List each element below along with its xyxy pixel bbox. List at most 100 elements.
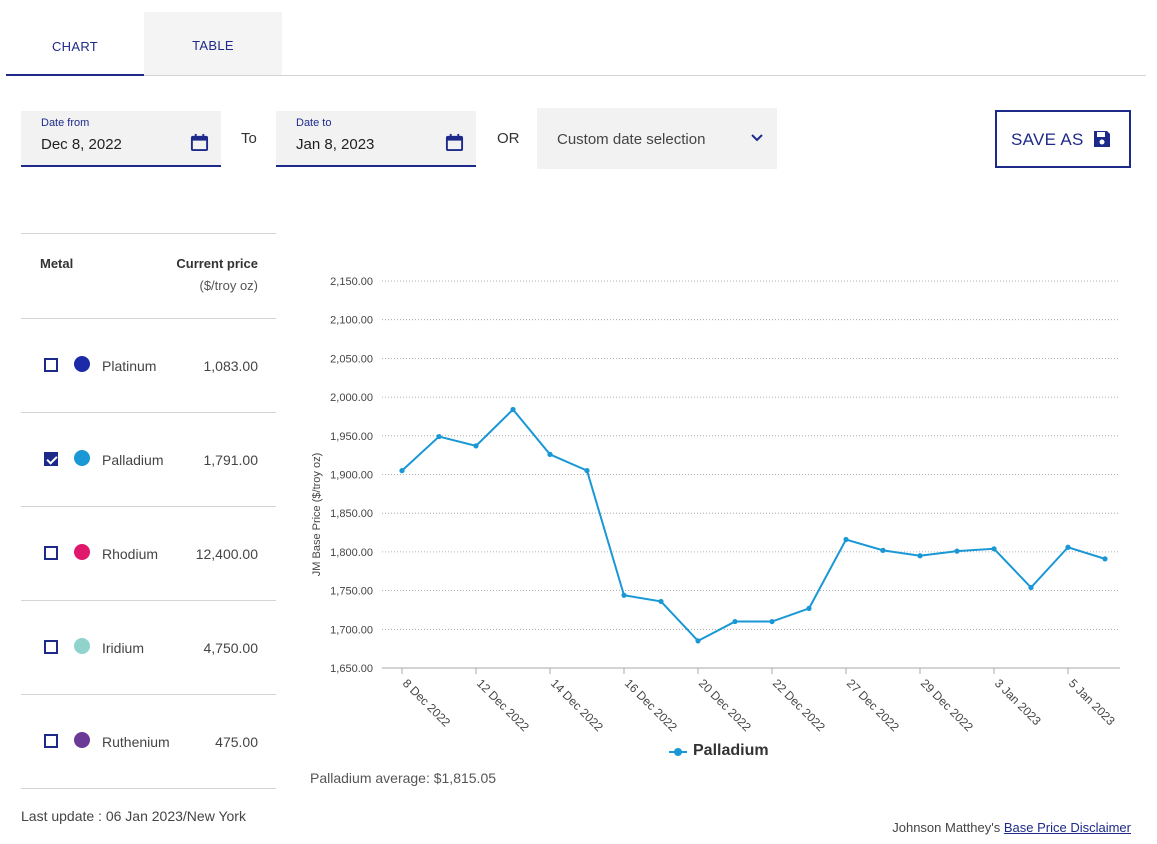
disclaimer: Johnson Matthey's Base Price Disclaimer [892, 820, 1131, 835]
calendar-icon[interactable] [190, 133, 209, 152]
x-tick-label: 3 Jan 2023 [992, 676, 1044, 728]
disclaimer-prefix: Johnson Matthey's [892, 820, 1004, 835]
data-point [436, 433, 442, 440]
data-point [1028, 584, 1034, 591]
date-from-label: Date from [41, 117, 90, 129]
metal-row-platinum[interactable]: Platinum 1,083.00 [21, 319, 276, 413]
data-point [510, 406, 516, 413]
data-point [473, 443, 479, 449]
y-axis-label: JM Base Price ($/troy oz) [311, 453, 323, 576]
data-point [954, 548, 960, 554]
metal-name: Rhodium [102, 546, 159, 562]
save-as-label: SAVE AS [1011, 130, 1084, 149]
legend-dot-marker [674, 748, 682, 756]
metals-table: Metal Current price ($/troy oz) Platinum… [21, 233, 276, 789]
price-unit-label: ($/troy oz) [199, 278, 258, 293]
date-to-label: Date to [296, 117, 332, 129]
metal-column-header: Metal [40, 256, 74, 271]
data-point [621, 592, 627, 598]
y-tick-label: 1,800.00 [330, 547, 373, 559]
calendar-icon[interactable] [445, 133, 464, 152]
metal-color-dot [74, 638, 90, 654]
y-tick-label: 1,700.00 [330, 624, 373, 636]
series-line-palladium [401, 408, 1106, 643]
data-point [1065, 544, 1071, 550]
y-tick-label: 1,950.00 [330, 431, 373, 443]
legend-label: Palladium [693, 742, 769, 759]
data-point [658, 598, 664, 605]
save-as-button[interactable]: SAVE AS [995, 110, 1131, 168]
x-tick-label: 5 Jan 2023 [1066, 676, 1118, 728]
metal-price: 475.00 [215, 734, 258, 750]
metal-checkbox[interactable] [44, 734, 58, 748]
x-tick-label: 16 Dec 2022 [622, 676, 680, 734]
x-tick-label: 22 Dec 2022 [770, 676, 828, 734]
metal-price: 1,791.00 [203, 452, 259, 468]
x-tick-label: 20 Dec 2022 [696, 676, 754, 734]
metal-row-palladium[interactable]: Palladium 1,791.00 [21, 413, 276, 507]
custom-date-select-value: Custom date selection [557, 131, 706, 148]
date-to-value[interactable]: Jan 8, 2023 [296, 136, 375, 153]
metal-row-iridium[interactable]: Iridium 4,750.00 [21, 601, 276, 695]
metal-name: Platinum [102, 358, 157, 374]
tab-bar: CHART TABLE [6, 12, 1146, 76]
y-tick-label: 1,850.00 [330, 508, 373, 520]
y-tick-label: 1,750.00 [330, 586, 373, 598]
price-column-header: Current price [176, 256, 258, 271]
data-point [769, 618, 775, 625]
metal-color-dot [74, 544, 90, 560]
x-tick-label: 29 Dec 2022 [918, 676, 976, 734]
metal-name: Iridium [102, 640, 145, 656]
metal-name: Ruthenium [102, 734, 170, 750]
data-point [843, 536, 849, 543]
metal-row-rhodium[interactable]: Rhodium 12,400.00 [21, 507, 276, 601]
data-point [1102, 556, 1108, 562]
disclaimer-link[interactable]: Base Price Disclaimer [1003, 820, 1131, 835]
metals-table-header: Metal Current price ($/troy oz) [21, 233, 276, 319]
y-tick-label: 2,050.00 [330, 353, 373, 365]
metal-color-dot [74, 356, 90, 372]
tab-chart[interactable]: CHART [6, 12, 144, 76]
date-from-field[interactable]: Date from Dec 8, 2022 [21, 111, 221, 167]
tab-table[interactable]: TABLE [144, 12, 282, 75]
data-point [584, 468, 590, 474]
metal-price: 12,400.00 [195, 546, 258, 562]
or-label: OR [497, 130, 520, 147]
y-tick-label: 2,100.00 [330, 315, 373, 327]
last-update-text: Last update : 06 Jan 2023/New York [21, 808, 246, 824]
price-chart: 1,650.00 1,700.00 1,750.00 1,800.00 1,850.00… [311, 276, 1120, 734]
to-label: To [241, 130, 257, 147]
date-to-field[interactable]: Date to Jan 8, 2023 [276, 111, 476, 167]
metal-checkbox[interactable] [44, 358, 58, 372]
data-point [991, 546, 997, 552]
metal-price: 4,750.00 [203, 640, 259, 656]
data-point [917, 553, 923, 559]
y-tick-label: 2,150.00 [330, 276, 373, 288]
data-point [695, 638, 701, 644]
data-point [806, 605, 812, 612]
x-tick-label: 12 Dec 2022 [474, 676, 532, 734]
data-point [399, 468, 405, 474]
custom-date-select[interactable]: Custom date selection [537, 108, 777, 169]
save-icon [1094, 131, 1110, 147]
chevron-down-icon [751, 134, 763, 142]
data-point [547, 451, 553, 457]
x-tick-label: 8 Dec 2022 [400, 676, 454, 730]
y-tick-label: 1,650.00 [330, 663, 373, 675]
y-tick-label: 2,000.00 [330, 392, 373, 404]
date-from-value[interactable]: Dec 8, 2022 [41, 136, 122, 153]
x-tick-label: 14 Dec 2022 [548, 676, 606, 734]
data-point [880, 547, 886, 553]
metal-color-dot [74, 450, 90, 466]
metal-color-dot [74, 732, 90, 748]
metal-checkbox[interactable] [44, 546, 58, 560]
x-tick-label: 27 Dec 2022 [844, 676, 902, 734]
metal-row-ruthenium[interactable]: Ruthenium 475.00 [21, 695, 276, 789]
average-text: Palladium average: $1,815.05 [310, 770, 497, 786]
metal-price: 1,083.00 [203, 358, 259, 374]
metal-checkbox[interactable] [44, 640, 58, 654]
y-tick-label: 1,900.00 [330, 470, 373, 482]
data-point [732, 618, 738, 625]
metal-name: Palladium [102, 452, 164, 468]
metal-checkbox[interactable] [44, 452, 58, 466]
